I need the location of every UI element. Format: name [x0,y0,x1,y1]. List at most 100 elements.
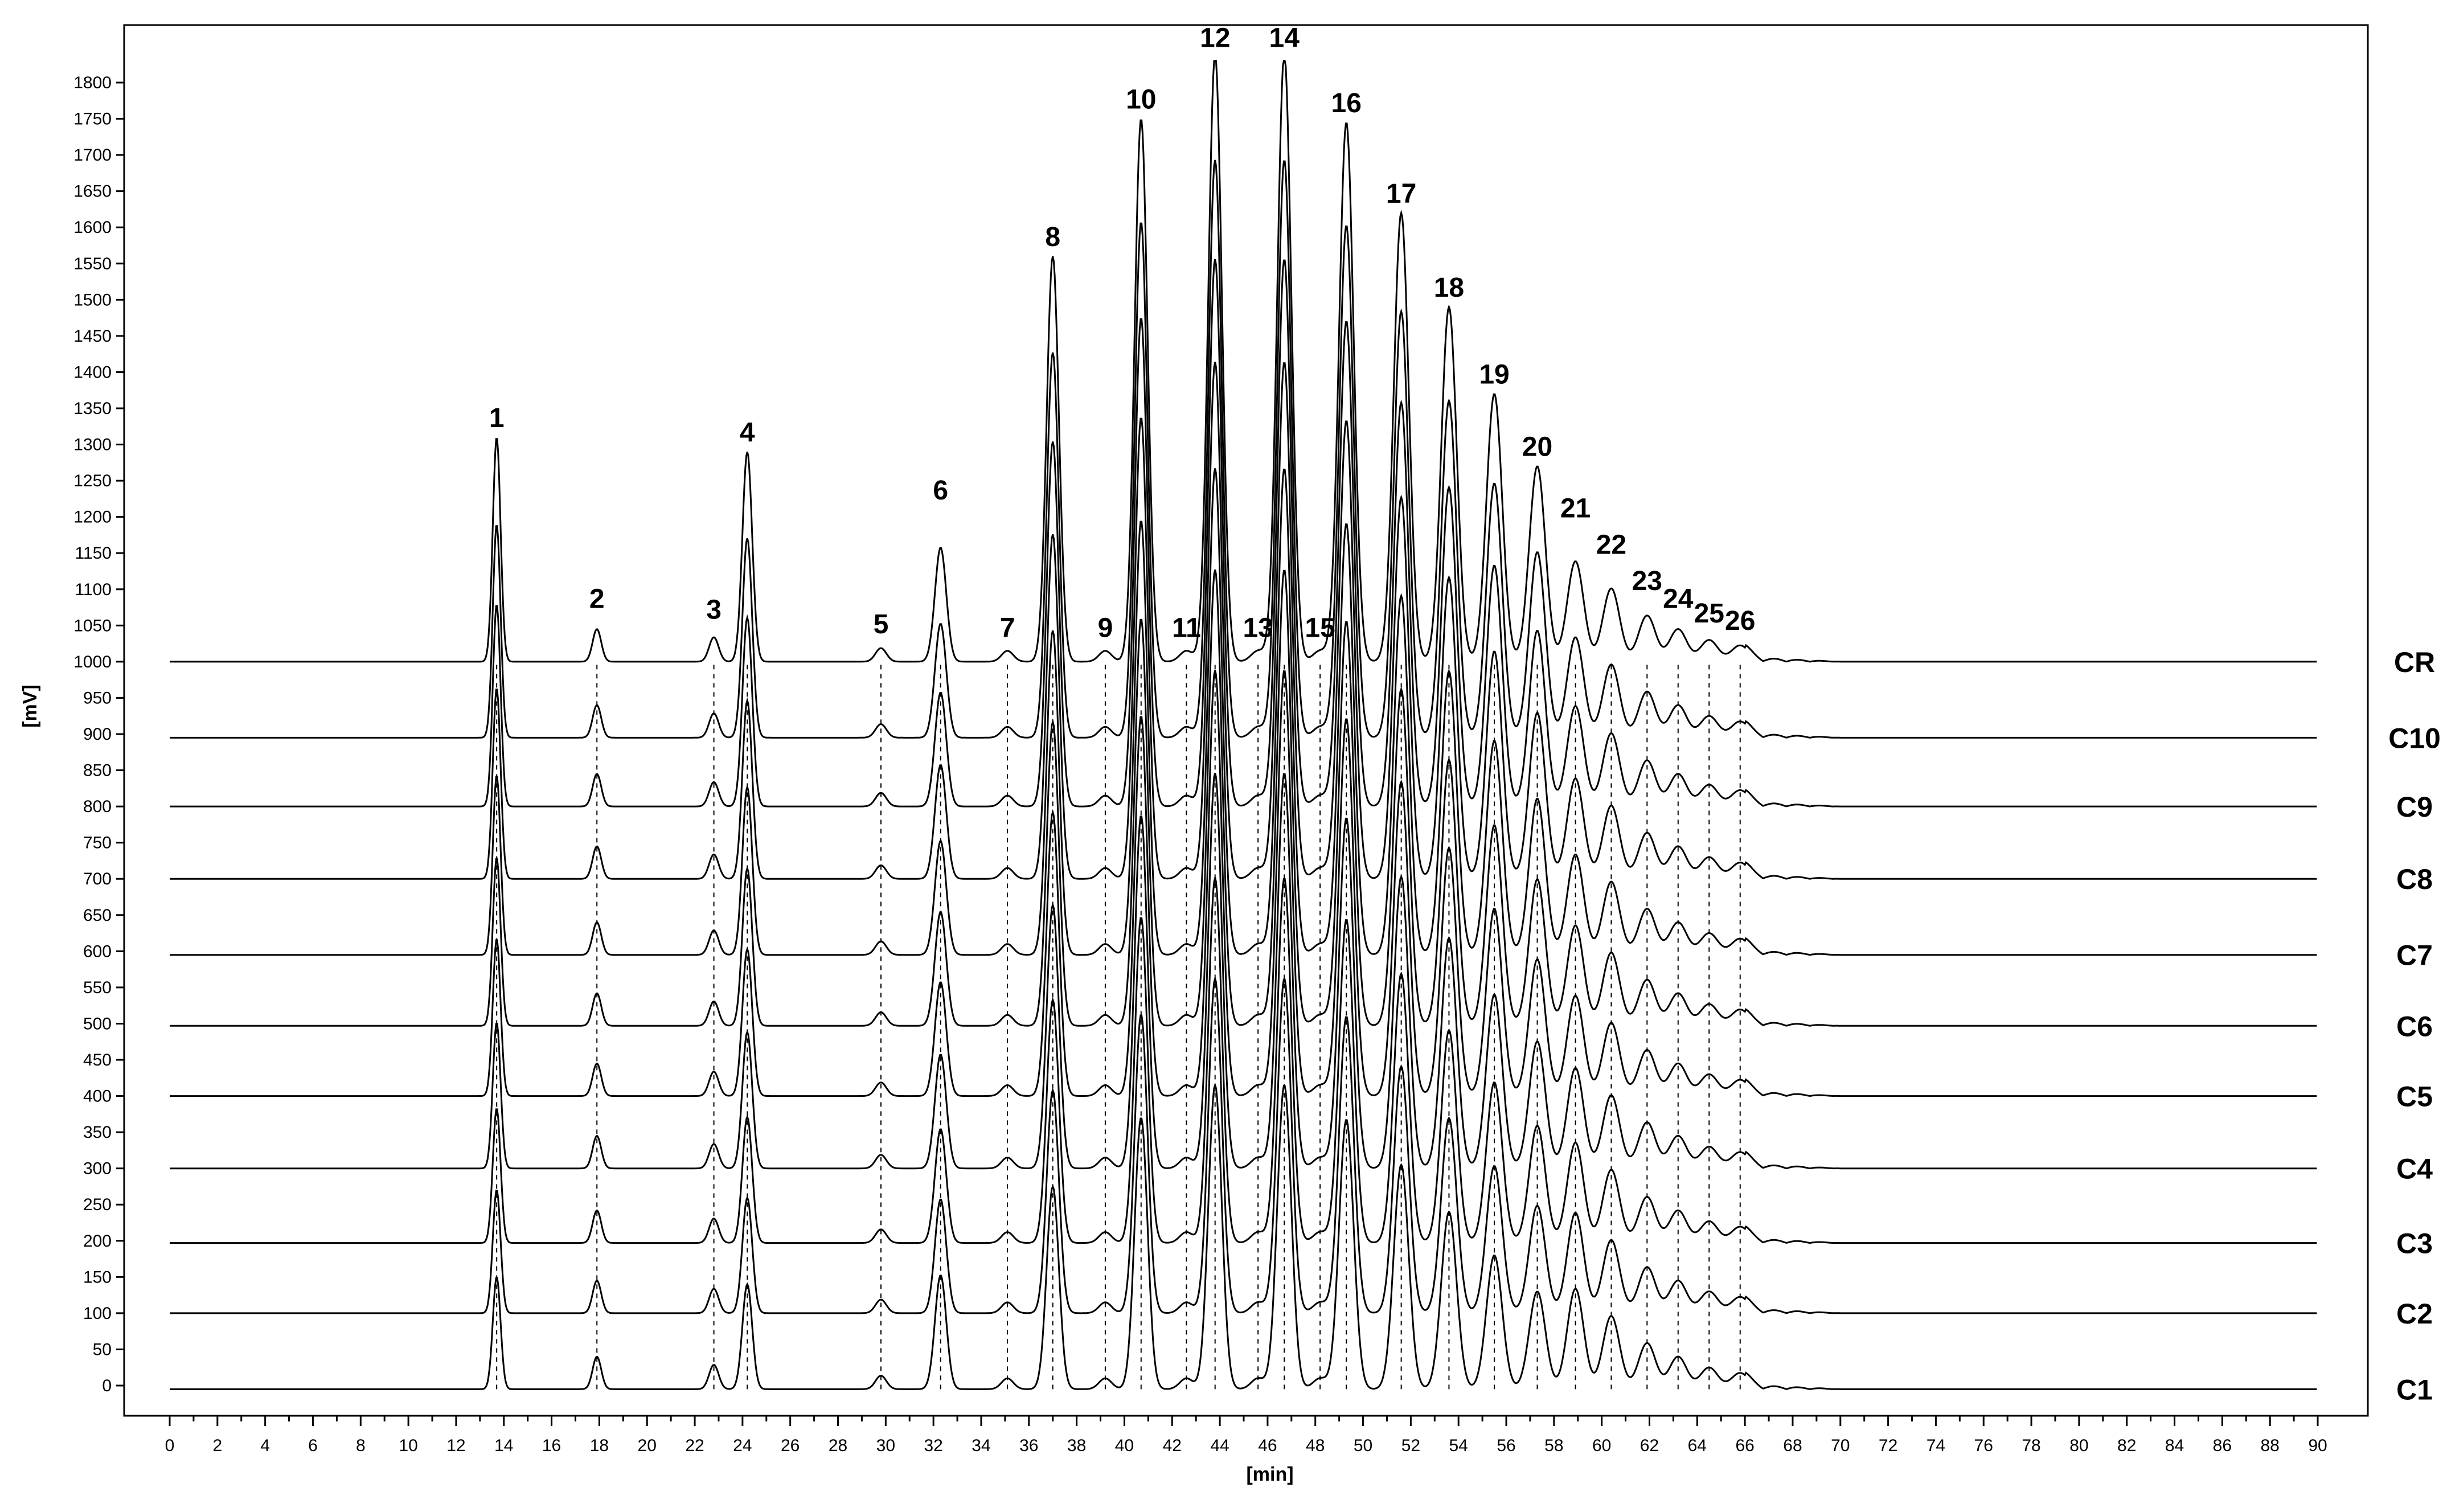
peak-label: 1 [489,403,505,433]
x-tick-label: 50 [1354,1436,1372,1455]
y-tick-label: 1400 [73,363,112,382]
y-tick-label: 800 [83,797,112,816]
y-tick-label: 400 [83,1087,112,1106]
x-tick-label: 84 [2165,1436,2184,1455]
x-tick-label: 34 [972,1436,990,1455]
x-tick-label: 72 [1879,1436,1897,1455]
y-tick-label: 250 [83,1195,112,1214]
trace-label: C9 [2396,791,2433,823]
x-tick-label: 24 [733,1436,752,1455]
y-tick-label: 750 [83,834,112,853]
x-tick-label: 16 [542,1436,561,1455]
trace-label: C3 [2396,1228,2433,1260]
x-tick-label: 10 [399,1436,417,1455]
x-tick-label: 70 [1831,1436,1850,1455]
x-tick-label: 28 [829,1436,847,1455]
x-tick-label: 36 [1019,1436,1038,1455]
y-tick-label: 200 [83,1232,112,1251]
x-tick-label: 40 [1115,1436,1134,1455]
y-tick-label: 700 [83,870,112,888]
peak-label: 8 [1045,222,1060,252]
y-tick-label: 900 [83,725,112,744]
peak-label: 23 [1632,566,1662,596]
peak-marker-lines [496,661,1741,1390]
peak-label: 11 [1172,613,1201,643]
x-tick-label: 62 [1640,1436,1659,1455]
trace-label: C6 [2396,1010,2433,1042]
trace-label: C2 [2396,1298,2433,1330]
peak-label: 20 [1522,432,1552,462]
x-tick-label: 54 [1449,1436,1468,1455]
x-tick-label: 60 [1592,1436,1611,1455]
trace-c10 [170,159,2317,739]
y-tick-label: 1450 [73,327,112,346]
plot-frame [123,24,2369,1417]
peak-label: 7 [1000,613,1015,643]
y-tick-label: 600 [83,942,112,961]
trace-label: C4 [2396,1153,2433,1185]
x-tick-label: 18 [590,1436,609,1455]
y-tick-label: 650 [83,906,112,925]
trace-c5 [170,670,2317,1097]
y-axis-ticks: 0 50 100 150 200 250 300 350 400 450 500 550 600 650 7… [73,73,124,1395]
peak-label: 19 [1479,360,1509,390]
trace-c2 [170,976,2317,1314]
peak-label: 17 [1386,179,1416,209]
x-tick-label: 52 [1401,1436,1420,1455]
peak-label: 16 [1331,88,1362,118]
peak-label: 24 [1663,584,1694,614]
y-tick-label: 450 [83,1051,112,1070]
peak-label: 25 [1694,599,1724,629]
trace-c8 [170,362,2317,880]
peak-label: 4 [740,417,755,448]
y-tick-label: 1500 [73,290,112,309]
y-tick-label: 1650 [73,182,112,201]
x-tick-label: 48 [1306,1436,1325,1455]
peak-label: 22 [1596,530,1626,560]
trace-c7 [170,468,2317,956]
x-tick-label: 78 [2022,1436,2040,1455]
trace-labels: CR C10 C9 C8 C7 C6 C5 C4 C3 C2 C1 [2388,646,2441,1406]
x-tick-label: 38 [1067,1436,1086,1455]
trace-label: C7 [2396,940,2433,972]
trace-label: C10 [2388,722,2441,754]
peak-label: 12 [1200,23,1230,54]
y-tick-label: 1800 [73,73,112,92]
y-tick-label: 1600 [73,218,112,237]
trace-label: C1 [2396,1374,2433,1406]
peak-label: 6 [933,476,948,506]
x-tick-label: 12 [446,1436,465,1455]
y-tick-label: 850 [83,761,112,780]
y-tick-label: 1200 [73,508,112,527]
x-tick-label: 46 [1258,1436,1277,1455]
y-tick-label: 1100 [75,580,112,599]
x-tick-label: 42 [1163,1436,1182,1455]
y-tick-label: 350 [83,1123,112,1142]
peak-label: 13 [1243,613,1273,643]
y-tick-label: 1750 [73,110,112,129]
peak-label: 26 [1725,606,1755,636]
peak-label: 10 [1126,85,1156,115]
x-tick-label: 82 [2117,1436,2136,1455]
peak-label: 21 [1560,494,1591,524]
y-tick-label: 50 [93,1340,112,1359]
x-tick-label: 32 [924,1436,942,1455]
x-axis-title: [min] [1246,1464,1293,1485]
x-tick-label: 30 [876,1436,895,1455]
x-tick-label: 26 [781,1436,800,1455]
y-tick-label: 550 [83,978,112,997]
peak-label: 14 [1269,23,1300,54]
x-tick-label: 6 [308,1436,318,1455]
trace-c3 [170,875,2317,1244]
trace-cr [170,60,2317,663]
y-tick-label: 1150 [75,544,112,563]
trace-label: CR [2394,646,2435,678]
traces [170,60,2317,1390]
x-tick-label: 66 [1735,1436,1754,1455]
x-tick-label: 64 [1688,1436,1707,1455]
x-tick-label: 22 [685,1436,704,1455]
y-tick-label: 300 [83,1159,112,1178]
x-tick-label: 88 [2260,1436,2279,1455]
x-axis-ticks: 0 2 4 6 8 10 12 14 16 18 20 22 24 26 28 30 32 34 36 38 40 42 4… [165,1416,2327,1455]
peak-label: 15 [1305,613,1335,643]
